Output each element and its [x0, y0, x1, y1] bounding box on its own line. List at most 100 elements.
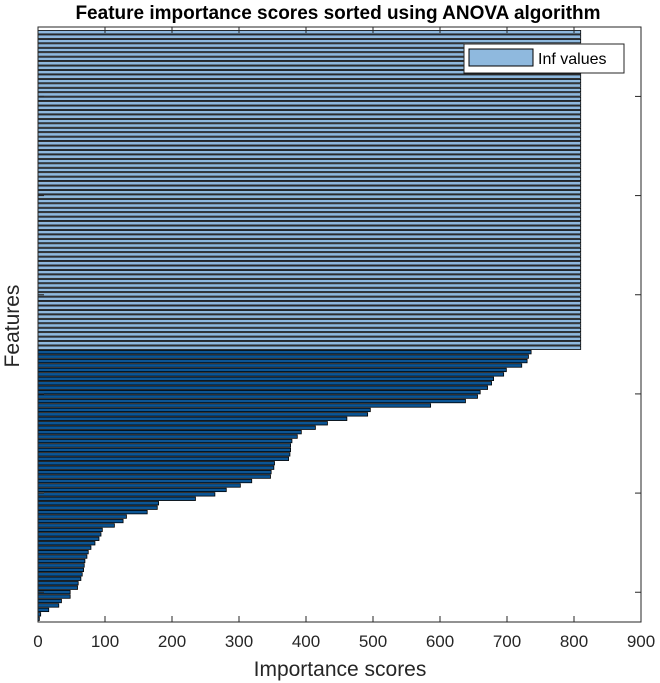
inf-bar-14	[37, 87, 582, 93]
inf-bar-67	[37, 323, 582, 328]
finite-bar-37	[37, 509, 148, 515]
inf-bar-57	[37, 278, 582, 284]
finite-bar-7	[37, 376, 495, 381]
inf-bars-group	[37, 30, 582, 350]
inf-bar-27	[37, 145, 582, 150]
finite-bar-52	[37, 576, 82, 581]
inf-bar-66	[37, 318, 582, 324]
finite-bar-25	[37, 456, 289, 461]
finite-bar-33	[37, 492, 216, 497]
finite-bar-15	[37, 412, 369, 417]
finite-bar-38	[37, 514, 127, 519]
chart-title: Feature importance scores sorted using A…	[75, 3, 600, 24]
finite-bar-17	[37, 421, 328, 426]
inf-bar-71	[37, 341, 582, 346]
finite-bar-12	[37, 398, 466, 404]
finite-bar-41	[37, 527, 103, 533]
finite-bar-30	[37, 478, 253, 484]
finite-bar-36	[37, 505, 158, 510]
finite-bar-31	[37, 483, 241, 488]
inf-bar-59	[37, 287, 582, 293]
inf-bar-34	[37, 176, 582, 182]
finite-bar-51	[37, 572, 83, 577]
inf-bar-2	[37, 34, 582, 39]
inf-bar-3	[37, 38, 582, 44]
inf-bar-29	[37, 154, 582, 159]
x-tick-label: 200	[158, 632, 186, 651]
inf-bar-35	[37, 181, 582, 186]
inf-bar-13	[37, 83, 582, 88]
inf-bar-43	[37, 216, 582, 221]
inf-bar-47	[37, 234, 582, 239]
x-tick-label: 900	[627, 632, 655, 651]
inf-bar-52	[37, 256, 582, 261]
x-tick-label: 600	[426, 632, 454, 651]
x-tick-label: 300	[225, 632, 253, 651]
inf-bar-44	[37, 221, 582, 226]
finite-bar-19	[37, 430, 302, 435]
plot-area-border	[37, 26, 642, 623]
inf-bar-56	[37, 274, 582, 279]
inf-bar-42	[37, 212, 582, 217]
inf-bar-61	[37, 296, 582, 301]
finite-bar-42	[37, 532, 102, 537]
finite-bar-32	[37, 487, 227, 493]
legend-swatch-inf-values	[468, 48, 534, 67]
inf-bar-46	[37, 230, 582, 235]
inf-bar-16	[37, 96, 582, 102]
inf-bar-21	[37, 118, 582, 124]
finite-bar-34	[37, 496, 196, 501]
x-tick-label: 700	[493, 632, 521, 651]
finite-bar-50	[37, 567, 84, 573]
finite-bar-16	[37, 416, 348, 421]
finite-bar-49	[37, 563, 85, 568]
finite-bar-40	[37, 523, 115, 528]
finite-bar-58	[37, 603, 60, 608]
inf-bar-50	[37, 247, 582, 253]
finite-bar-4	[37, 363, 523, 368]
inf-bar-23	[37, 127, 582, 133]
finite-bar-23	[37, 447, 291, 453]
finite-bar-5	[37, 367, 507, 373]
legend-label-inf-values: Inf values	[538, 51, 606, 68]
inf-bar-58	[37, 283, 582, 288]
inf-bar-31	[37, 163, 582, 168]
finite-bar-53	[37, 581, 79, 586]
finite-bar-13	[37, 403, 432, 408]
finite-bar-27	[37, 465, 275, 470]
finite-bar-1	[37, 350, 532, 355]
inf-bar-26	[37, 141, 582, 146]
inf-bar-51	[37, 252, 582, 257]
finite-bar-20	[37, 434, 298, 439]
finite-bar-18	[37, 425, 316, 430]
finite-bar-9	[37, 385, 488, 390]
finite-bar-56	[37, 594, 71, 599]
inf-bar-40	[37, 203, 582, 208]
x-tick-label: 100	[91, 632, 119, 651]
inf-bar-30	[37, 158, 582, 164]
inf-bar-37	[37, 190, 582, 195]
inf-bar-11	[37, 74, 582, 79]
inf-bar-53	[37, 261, 582, 266]
finite-bar-26	[37, 461, 275, 466]
finite-bar-6	[37, 372, 505, 377]
inf-bar-12	[37, 78, 582, 84]
inf-bar-1	[37, 30, 582, 35]
finite-bar-14	[37, 407, 371, 413]
finite-bar-10	[37, 390, 481, 395]
finite-bar-54	[37, 585, 78, 590]
inf-bar-64	[37, 310, 582, 315]
x-tick-label: 400	[292, 632, 320, 651]
inf-bar-15	[37, 92, 582, 97]
x-tick-label: 0	[33, 632, 42, 651]
inf-bar-68	[37, 327, 582, 333]
finite-bar-48	[37, 558, 86, 564]
x-tick-label: 500	[359, 632, 387, 651]
inf-bar-55	[37, 270, 582, 275]
inf-bar-41	[37, 207, 582, 213]
finite-bar-29	[37, 474, 271, 479]
finite-bar-21	[37, 438, 293, 444]
inf-bar-70	[37, 336, 582, 341]
inf-bar-18	[37, 105, 582, 110]
